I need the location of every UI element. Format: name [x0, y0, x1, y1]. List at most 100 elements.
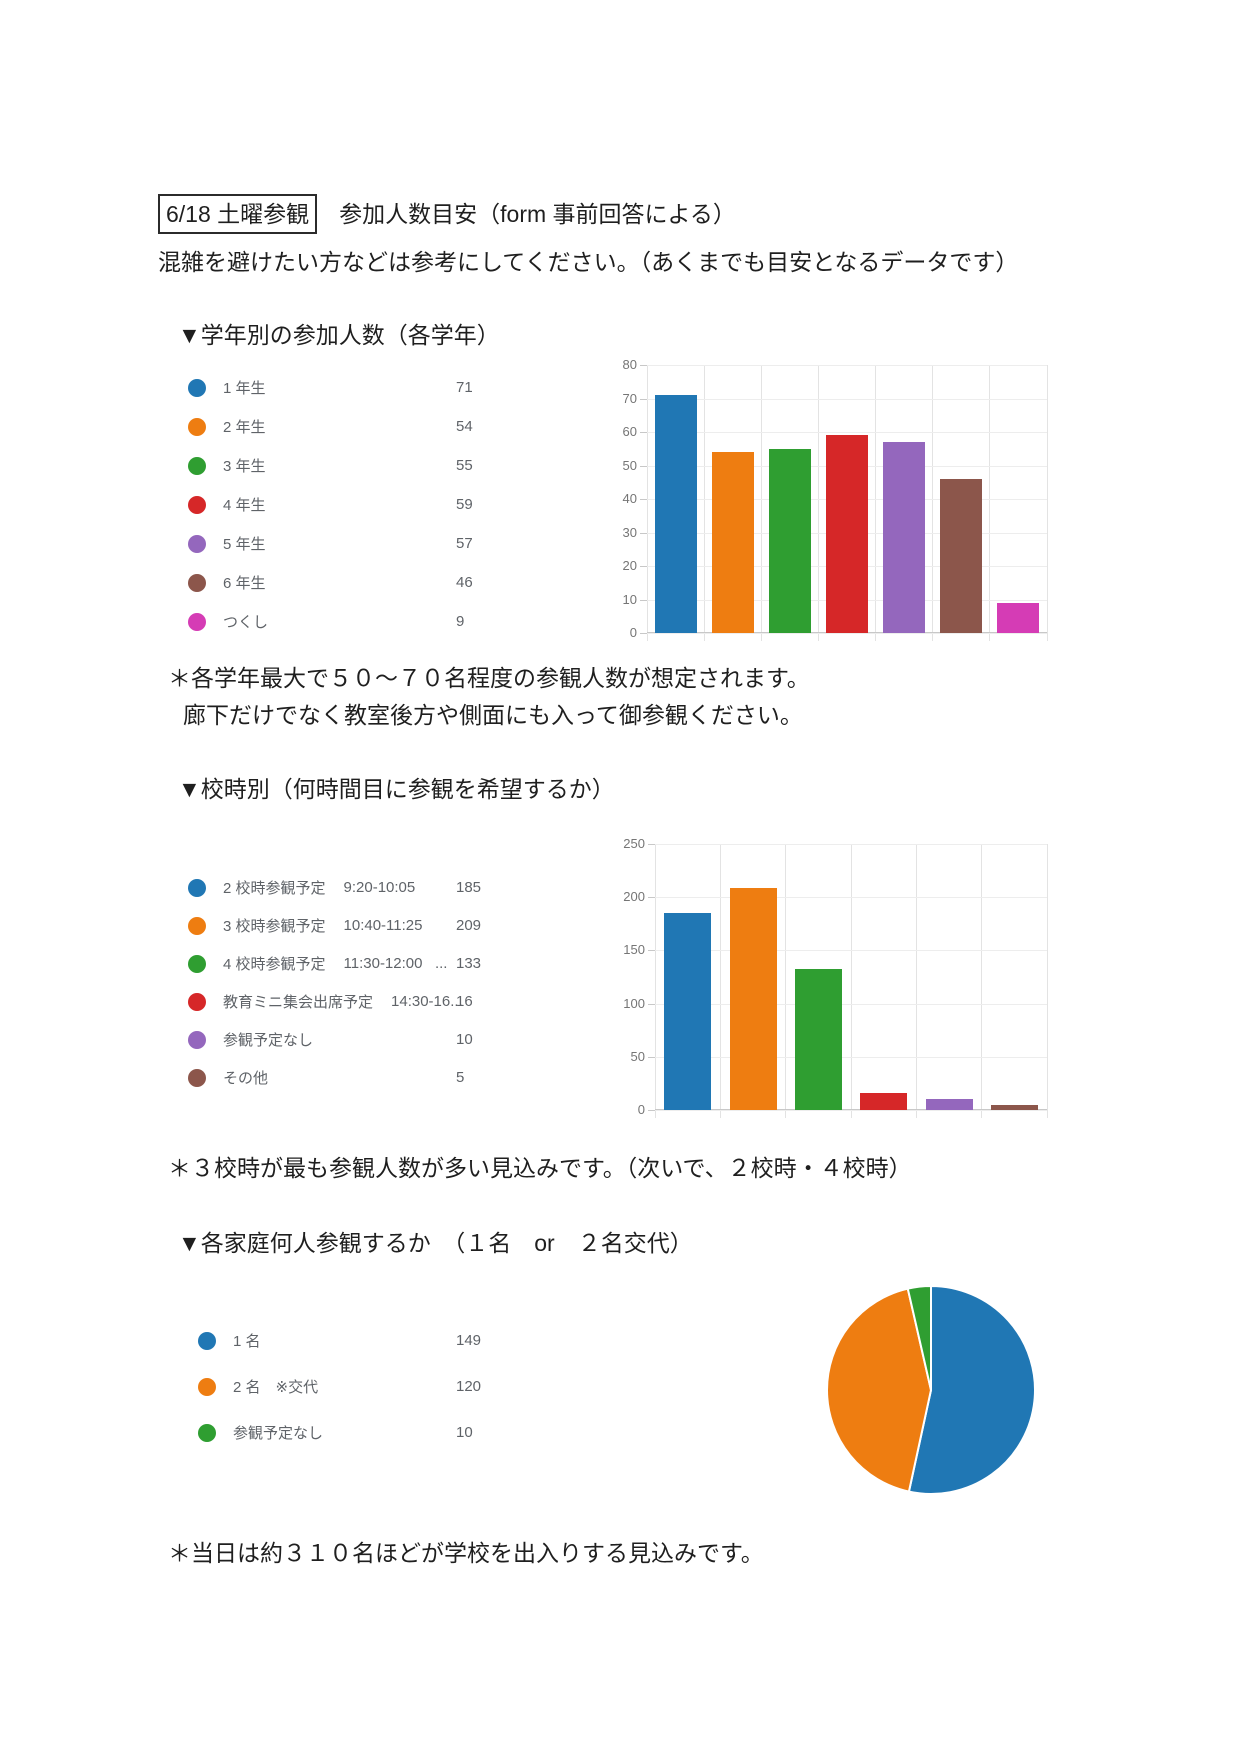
legend-value: 71 — [456, 379, 473, 396]
y-axis-tick — [648, 1056, 655, 1058]
legend-color-dot — [198, 1377, 216, 1396]
y-axis-tick — [640, 465, 647, 467]
legend-color-dot — [188, 456, 206, 475]
y-axis-tick — [640, 432, 647, 433]
gridline-horizontal — [647, 432, 1047, 433]
legend-label: つくし — [223, 614, 269, 631]
gridline-horizontal — [647, 398, 1047, 400]
y-tick-label: 10 — [622, 591, 637, 607]
legend-color-dot — [188, 534, 206, 553]
attendance-pie-chart — [811, 1270, 1051, 1510]
legend-item: 4 年生 59 — [188, 494, 490, 515]
legend-color-dot — [188, 954, 206, 973]
legend-value: 185 — [456, 879, 482, 896]
pie-slice — [906, 1284, 932, 1391]
legend-time: 11:30-12:00 ... — [343, 955, 448, 972]
legend-label: 5 年生 — [223, 536, 266, 553]
subtitle-text: 混雑を避けたい方などは参考にしてください。（あくまでも目安となるデータです） — [158, 249, 1019, 275]
y-tick-label: 100 — [623, 995, 645, 1011]
y-tick-label: 50 — [622, 457, 637, 473]
legend-label: 1 年生 — [223, 380, 266, 397]
note-3: ＊当日は約３１０名ほどが学校を出入りする見込みです。 — [168, 1540, 764, 1566]
legend-color-dot — [188, 573, 206, 592]
pie-slice — [826, 1287, 933, 1493]
legend-color-dot — [188, 992, 206, 1011]
gridline-horizontal — [655, 844, 1047, 845]
gridline-horizontal — [655, 950, 1047, 952]
y-axis-tick — [640, 566, 647, 567]
legend-label: 2 年生 — [223, 419, 266, 436]
bar — [664, 913, 712, 1110]
y-axis-tick — [640, 499, 647, 500]
bar — [654, 395, 697, 633]
legend-item: 2 年生 54 — [188, 416, 490, 437]
legend-label: 3 校時参観予定 — [223, 918, 326, 935]
bar — [990, 1104, 1038, 1110]
legend-item: 教育ミニ集会出席予定 14:30-16... 16 — [188, 991, 490, 1012]
y-axis-tick — [648, 950, 655, 952]
legend-time: 10:40-11:25 — [343, 917, 423, 934]
gridline-vertical — [817, 365, 819, 641]
gridline-vertical — [654, 844, 656, 1118]
y-tick-label: 250 — [623, 836, 645, 851]
bar — [997, 602, 1040, 633]
legend-label: 教育ミニ集会出席予定 — [223, 994, 374, 1011]
legend-color-dot — [198, 1423, 216, 1442]
legend-label: 4 校時参観予定 — [223, 956, 326, 973]
gridline-horizontal — [647, 365, 1047, 366]
gridline-vertical — [850, 844, 852, 1118]
bar — [925, 1099, 973, 1110]
pie-chart-legend: 1 名 149 2 名 ※交代 120 参観予定なし 10 — [198, 1330, 500, 1468]
y-tick-label: 60 — [622, 424, 637, 439]
legend-label: その他 — [223, 1070, 269, 1087]
title-text: 参加人数目安（form 事前回答による） — [339, 201, 736, 227]
gridline-vertical — [989, 365, 991, 641]
grade-bar-chart: 0 10 20 30 40 50 60 70 80 — [623, 357, 1048, 641]
y-tick-label: 0 — [637, 1102, 645, 1117]
bar — [794, 968, 842, 1110]
bar — [768, 448, 811, 633]
x-axis-line — [655, 1109, 1047, 1110]
legend-time: 9:20-10:05 — [343, 879, 416, 896]
legend-label: 2 校時参観予定 — [223, 880, 326, 897]
y-tick-label: 30 — [622, 524, 637, 540]
legend-item: 5 年生 57 — [188, 533, 490, 554]
legend-color-dot — [188, 378, 206, 397]
y-tick-label: 40 — [622, 491, 637, 506]
period-bar-chart: 0 50 100 150 200 250 — [623, 836, 1048, 1118]
bar — [860, 1092, 908, 1110]
legend-value: 149 — [456, 1332, 482, 1349]
legend-item: その他 5 — [188, 1067, 490, 1088]
legend-label: 参観予定なし — [223, 1032, 314, 1049]
y-axis-tick — [648, 1003, 655, 1005]
legend-label: 3 年生 — [223, 458, 266, 475]
legend-value: 120 — [456, 1378, 482, 1395]
y-axis-tick — [640, 633, 647, 634]
legend-value: 46 — [456, 574, 473, 591]
title-date-box: 6/18 土曜参観 — [158, 194, 318, 234]
gridline-horizontal — [655, 1003, 1047, 1005]
section-1-header: ▼学年別の参加人数（各学年） — [178, 322, 500, 348]
legend-item: つくし 9 — [188, 611, 490, 632]
legend-label: 4 年生 — [223, 497, 266, 514]
legend-label: 6 年生 — [223, 575, 266, 592]
legend-item: 参観予定なし 10 — [198, 1422, 500, 1443]
y-tick-label: 150 — [623, 942, 645, 958]
page-title: 6/18 土曜参観 参加人数目安（form 事前回答による） — [158, 194, 736, 234]
y-tick-label: 50 — [630, 1048, 645, 1064]
legend-item: 6 年生 46 — [188, 572, 490, 593]
y-tick-label: 0 — [629, 625, 637, 640]
legend-value: 54 — [456, 418, 473, 435]
gridline-vertical — [875, 365, 877, 641]
pie-slice — [907, 1284, 1036, 1495]
pie-svg — [826, 1284, 1036, 1495]
legend-color-dot — [188, 417, 206, 436]
legend-value: 10 — [456, 1031, 473, 1048]
legend-item: 参観予定なし 10 — [188, 1029, 490, 1050]
legend-item: 2 校時参観予定 9:20-10:05 185 — [188, 877, 490, 898]
y-axis-tick — [648, 844, 655, 845]
legend-item: 4 校時参観予定 11:30-12:00 ... 133 — [188, 953, 490, 974]
y-axis-tick — [640, 365, 647, 366]
legend-color-dot — [188, 612, 206, 631]
note-1-line-1: ＊各学年最大で５０～７０名程度の参観人数が想定されます。 — [168, 665, 810, 691]
